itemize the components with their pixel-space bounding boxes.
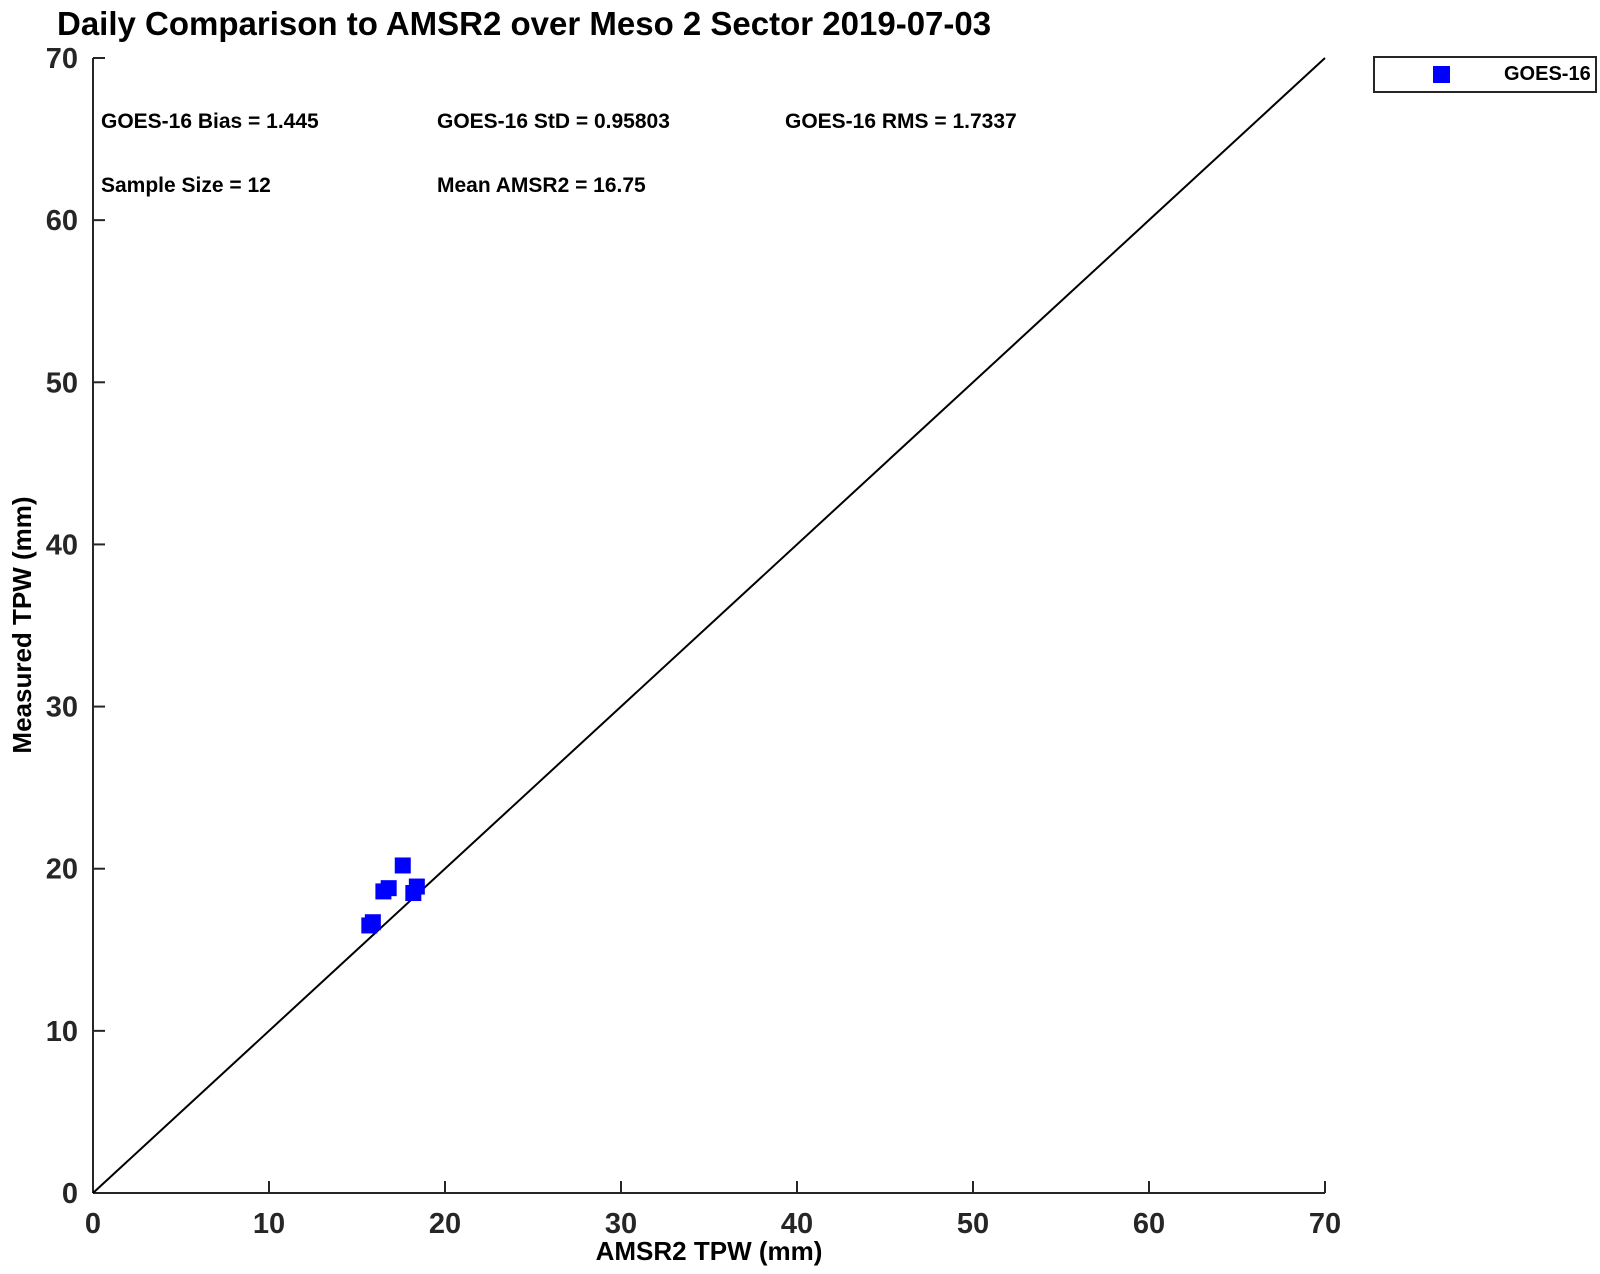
y-tick-label: 40 (46, 529, 78, 561)
x-tick-label: 20 (429, 1208, 461, 1240)
y-tick-label: 30 (46, 692, 78, 724)
x-tick-label: 70 (1309, 1208, 1341, 1240)
data-point-marker (394, 857, 411, 874)
data-point-marker (361, 917, 378, 934)
x-tick-label: 30 (605, 1208, 637, 1240)
x-tick-label: 60 (1133, 1208, 1165, 1240)
y-tick-label: 70 (46, 43, 78, 75)
x-tick-label: 0 (85, 1208, 101, 1240)
legend-label: GOES-16 (1504, 63, 1591, 85)
stat-mean-amsr2: Mean AMSR2 = 16.75 (437, 174, 646, 197)
stat-rms: GOES-16 RMS = 1.7337 (785, 110, 1017, 133)
x-tick-label: 40 (781, 1208, 813, 1240)
legend-marker-icon (1433, 66, 1450, 83)
y-tick-label: 20 (46, 854, 78, 886)
y-axis-label: Measured TPW (mm) (7, 496, 37, 754)
stat-std: GOES-16 StD = 0.95803 (437, 110, 670, 133)
x-axis-label: AMSR2 TPW (mm) (595, 1236, 823, 1266)
stat-sample-size: Sample Size = 12 (101, 174, 271, 197)
y-tick-label: 50 (46, 367, 78, 399)
data-point-marker (405, 885, 422, 902)
data-point-marker (380, 880, 397, 897)
legend: GOES-16 (1373, 56, 1597, 93)
y-tick-label: 60 (46, 205, 78, 237)
y-tick-label: 0 (62, 1178, 78, 1210)
stat-bias: GOES-16 Bias = 1.445 (101, 110, 319, 133)
x-tick-label: 10 (253, 1208, 285, 1240)
y-tick-label: 10 (46, 1016, 78, 1048)
chart-title: Daily Comparison to AMSR2 over Meso 2 Se… (57, 5, 992, 42)
identity-line (92, 57, 1326, 1194)
x-tick-label: 50 (957, 1208, 989, 1240)
